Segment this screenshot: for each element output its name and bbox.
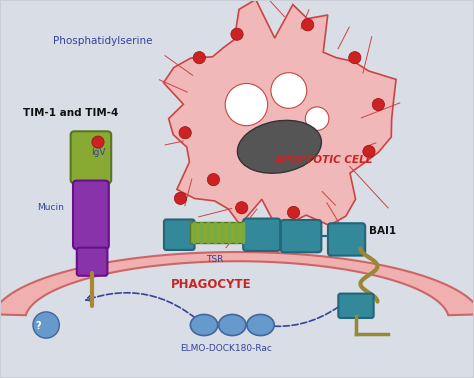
Circle shape (349, 51, 361, 64)
FancyBboxPatch shape (77, 248, 108, 276)
Text: Mucin: Mucin (36, 203, 64, 212)
Circle shape (231, 28, 243, 40)
FancyBboxPatch shape (190, 222, 246, 243)
Circle shape (363, 146, 375, 158)
Ellipse shape (219, 314, 246, 336)
Circle shape (301, 19, 314, 31)
Circle shape (236, 202, 248, 214)
Circle shape (174, 192, 187, 204)
Circle shape (33, 312, 59, 338)
Ellipse shape (237, 120, 321, 173)
Circle shape (305, 107, 329, 130)
FancyBboxPatch shape (328, 223, 365, 256)
Ellipse shape (247, 314, 274, 336)
FancyBboxPatch shape (338, 294, 374, 318)
Circle shape (193, 51, 205, 64)
Circle shape (179, 127, 191, 139)
Polygon shape (164, 0, 396, 225)
FancyBboxPatch shape (73, 181, 109, 249)
FancyBboxPatch shape (164, 220, 195, 250)
Text: ?: ? (36, 321, 41, 332)
Text: TIM-1 and TIM-4: TIM-1 and TIM-4 (23, 108, 118, 118)
FancyBboxPatch shape (243, 218, 280, 251)
Ellipse shape (191, 314, 218, 336)
Text: BAI1: BAI1 (369, 226, 396, 235)
Circle shape (225, 84, 268, 125)
Polygon shape (0, 252, 474, 315)
Circle shape (271, 73, 307, 108)
Circle shape (92, 136, 104, 148)
Text: APOPTOTIC CELL: APOPTOTIC CELL (275, 155, 373, 165)
Circle shape (207, 174, 219, 186)
FancyBboxPatch shape (281, 220, 321, 253)
Text: PHAGOCYTE: PHAGOCYTE (171, 279, 252, 291)
Text: ELMO-DOCK180-Rac: ELMO-DOCK180-Rac (181, 344, 273, 353)
FancyBboxPatch shape (71, 131, 111, 183)
Text: Phosphatidylserine: Phosphatidylserine (53, 36, 153, 46)
Circle shape (287, 206, 300, 218)
Circle shape (372, 99, 384, 111)
Text: TSR: TSR (206, 255, 224, 264)
Text: IgV: IgV (91, 148, 105, 157)
